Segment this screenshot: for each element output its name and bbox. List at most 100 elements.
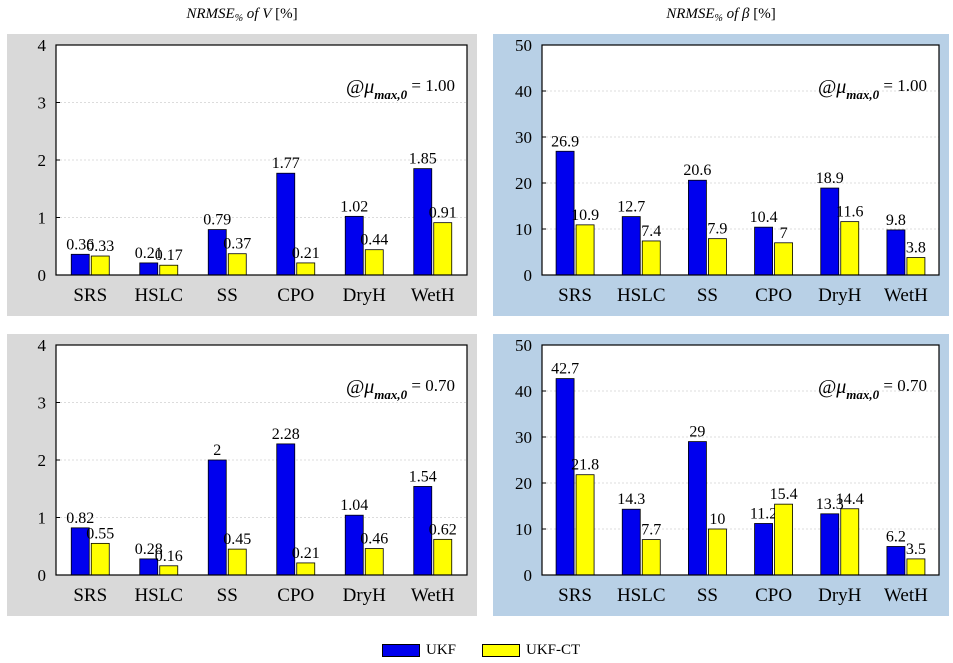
- bar-ukf-ct: [641, 539, 661, 576]
- column-title-left: NRMSE% of V [%]: [7, 6, 477, 24]
- y-tick-label: 0: [38, 266, 47, 285]
- x-tick-label: CPO: [755, 285, 792, 306]
- y-tick-label: 40: [515, 82, 532, 101]
- column-title-right-rest: of β: [722, 6, 750, 22]
- bar-ukf: [754, 523, 773, 576]
- data-label-ukf: 1.04: [340, 497, 368, 514]
- bar-ukf-ct: [708, 528, 727, 576]
- legend-swatch-ukf-ct: [482, 643, 521, 657]
- data-label-ukf-ct: 7: [780, 225, 788, 242]
- data-label-ukf: 9.8: [886, 212, 906, 229]
- x-tick-label: SS: [217, 585, 238, 606]
- bar-ukf: [207, 459, 227, 576]
- y-tick-label: 4: [38, 336, 47, 355]
- data-label-ukf-ct: 0.55: [86, 525, 114, 542]
- x-tick-label: WetH: [884, 285, 928, 306]
- bar-ukf: [621, 508, 641, 576]
- bar-ukf: [621, 216, 641, 276]
- data-label-ukf: 0.21: [135, 245, 163, 262]
- x-tick-label: SRS: [558, 285, 592, 306]
- data-label-ukf: 0.82: [66, 510, 94, 527]
- plot-frame: [541, 344, 940, 576]
- chart-panel-bottom-left: 0 1 2 3 4 SRS 0.82 0.55 HSLC 0.28 0.16 SS 2 0.45 CPO 2.…: [7, 334, 477, 616]
- bar-ukf-ct: [906, 257, 926, 276]
- y-tick-label: 1: [38, 509, 47, 528]
- data-label-ukf-ct: 10.9: [571, 207, 599, 224]
- annotation-mu-max: @μmax,0 = 1.00: [818, 76, 927, 102]
- data-label-ukf: 26.9: [551, 133, 579, 150]
- bar-ukf-ct: [90, 255, 110, 276]
- bar-ukf-ct: [433, 538, 453, 576]
- y-tick-label: 30: [515, 428, 532, 447]
- x-tick-label: SRS: [73, 285, 107, 306]
- x-tick-label: WetH: [411, 585, 455, 606]
- bar-ukf-ct: [159, 565, 179, 576]
- bar-ukf-ct: [774, 503, 793, 576]
- bar-ukf-ct: [296, 562, 316, 576]
- y-tick-label: 3: [38, 94, 47, 113]
- data-label-ukf-ct: 0.16: [155, 548, 183, 565]
- bar-ukf-ct: [641, 240, 661, 276]
- data-label-ukf-ct: 7.7: [641, 522, 661, 539]
- data-label-ukf: 1.85: [409, 151, 437, 168]
- data-label-ukf: 0.79: [203, 212, 231, 229]
- legend-item-ukf-ct: UKF-CT: [482, 642, 580, 659]
- y-tick-label: 10: [515, 520, 532, 539]
- y-tick-label: 50: [515, 36, 532, 55]
- bar-ukf: [413, 168, 433, 276]
- bar-ukf-ct: [90, 542, 110, 576]
- data-label-ukf-ct: 7.4: [641, 223, 661, 240]
- data-label-ukf-ct: 14.4: [836, 491, 864, 508]
- data-label-ukf: 1.02: [340, 198, 368, 215]
- bar-ukf-ct: [364, 548, 384, 576]
- y-tick-label: 4: [38, 36, 47, 55]
- x-tick-label: CPO: [277, 585, 314, 606]
- x-tick-label: HSLC: [617, 585, 666, 606]
- data-label-ukf-ct: 3.8: [906, 240, 926, 257]
- plot-area: [542, 345, 939, 575]
- x-tick-label: DryH: [343, 285, 387, 306]
- column-title-right-sub: %: [714, 13, 723, 24]
- data-label-ukf: 18.9: [816, 170, 844, 187]
- data-label-ukf-ct: 21.8: [571, 457, 599, 474]
- y-tick-label: 3: [38, 394, 47, 413]
- x-tick-label: SRS: [558, 585, 592, 606]
- bar-ukf: [886, 546, 906, 576]
- data-label-ukf-ct: 0.46: [360, 531, 388, 548]
- y-tick-label: 0: [524, 566, 533, 585]
- plot-frame: [541, 44, 940, 276]
- plot-area: [542, 45, 939, 275]
- column-title-left-sub: %: [234, 13, 244, 24]
- legend-label-ukf-ct: UKF-CT: [526, 641, 581, 658]
- data-label-ukf-ct: 0.33: [86, 238, 114, 255]
- column-title-right-base: NRMSE: [666, 6, 715, 22]
- legend-label-ukf: UKF: [426, 641, 457, 658]
- x-tick-label: SRS: [73, 585, 107, 606]
- bar-ukf-ct: [364, 249, 384, 276]
- bar-ukf-ct: [296, 262, 316, 276]
- y-tick-label: 10: [515, 220, 532, 239]
- data-label-ukf: 10.4: [750, 209, 778, 226]
- data-label-ukf: 12.7: [617, 199, 645, 216]
- data-label-ukf-ct: 0.44: [360, 232, 388, 249]
- plot-frame: [55, 344, 468, 576]
- bar-ukf-ct: [575, 474, 595, 576]
- data-label-ukf-ct: 15.4: [770, 486, 798, 503]
- y-tick-label: 1: [38, 209, 47, 228]
- data-label-ukf: 1.54: [409, 468, 437, 485]
- chart-panel-bottom-right: 0 10 20 30 40 50 SRS 42.7 21.8 HSLC 14.3 7.7 SS 29 10 C…: [493, 334, 949, 616]
- x-tick-label: HSLC: [134, 585, 183, 606]
- bar-ukf: [139, 262, 159, 276]
- bar-ukf: [555, 378, 575, 576]
- data-label-ukf: 13.3: [816, 496, 844, 513]
- data-label-ukf: 6.2: [886, 528, 906, 545]
- data-label-ukf: 2: [213, 442, 221, 459]
- x-tick-label: DryH: [343, 585, 387, 606]
- data-label-ukf: 2.28: [272, 426, 300, 443]
- bar-ukf: [70, 253, 90, 276]
- x-tick-label: SS: [697, 585, 718, 606]
- legend-swatch-ukf: [382, 643, 420, 657]
- x-tick-label: SS: [217, 285, 238, 306]
- y-tick-label: 2: [38, 451, 47, 470]
- x-tick-label: WetH: [411, 285, 455, 306]
